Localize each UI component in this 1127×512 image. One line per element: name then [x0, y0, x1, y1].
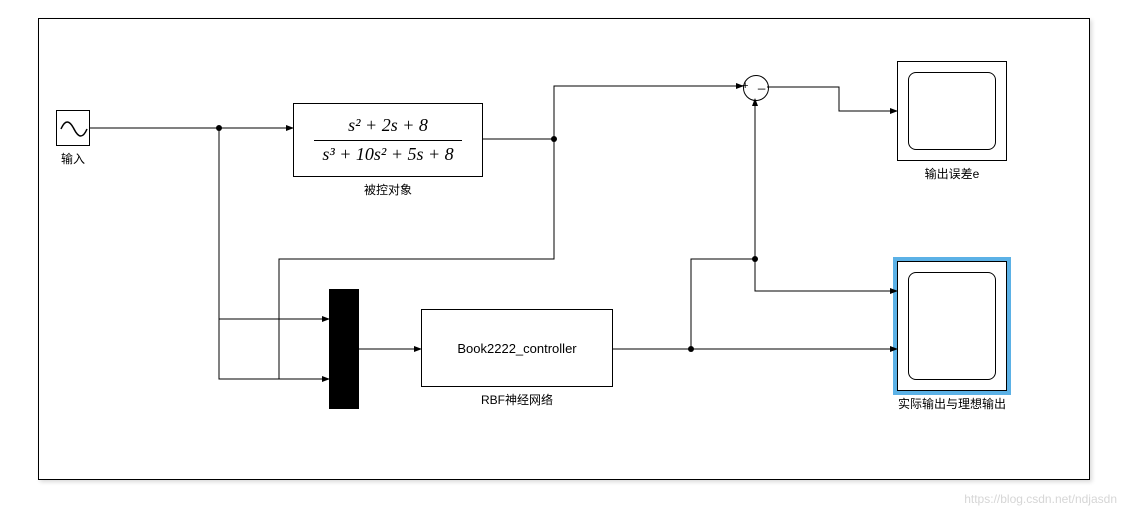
rbf-label: RBF神经网络 — [421, 391, 613, 408]
sum-block[interactable]: + _ — [743, 75, 769, 101]
input-block[interactable] — [56, 110, 90, 146]
scope-screen-icon — [908, 72, 996, 150]
input-label: 输入 — [53, 150, 93, 167]
watermark-text: https://blog.csdn.net/ndjasdn — [964, 492, 1117, 506]
scope-error-block[interactable] — [897, 61, 1007, 161]
transfer-function-text: s² + 2s + 8 s³ + 10s² + 5s + 8 — [314, 114, 461, 166]
mux-block[interactable] — [329, 289, 359, 409]
scope-error-label: 输出误差e — [897, 165, 1007, 182]
rbf-text: Book2222_controller — [457, 341, 576, 356]
sum-plus: + — [742, 80, 748, 92]
tf-denominator: s³ + 10s² + 5s + 8 — [314, 140, 461, 166]
tf-numerator: s² + 2s + 8 — [314, 114, 461, 139]
sum-minus: _ — [758, 75, 765, 90]
scope-screen-icon — [908, 272, 996, 380]
plant-label: 被控对象 — [293, 181, 483, 198]
rbf-block[interactable]: Book2222_controller — [421, 309, 613, 387]
scope-output-block[interactable] — [897, 261, 1007, 391]
plant-block[interactable]: s² + 2s + 8 s³ + 10s² + 5s + 8 — [293, 103, 483, 177]
scope-output-label: 实际输出与理想输出 — [879, 395, 1025, 412]
diagram-canvas: 输入 s² + 2s + 8 s³ + 10s² + 5s + 8 被控对象 B… — [38, 18, 1090, 480]
